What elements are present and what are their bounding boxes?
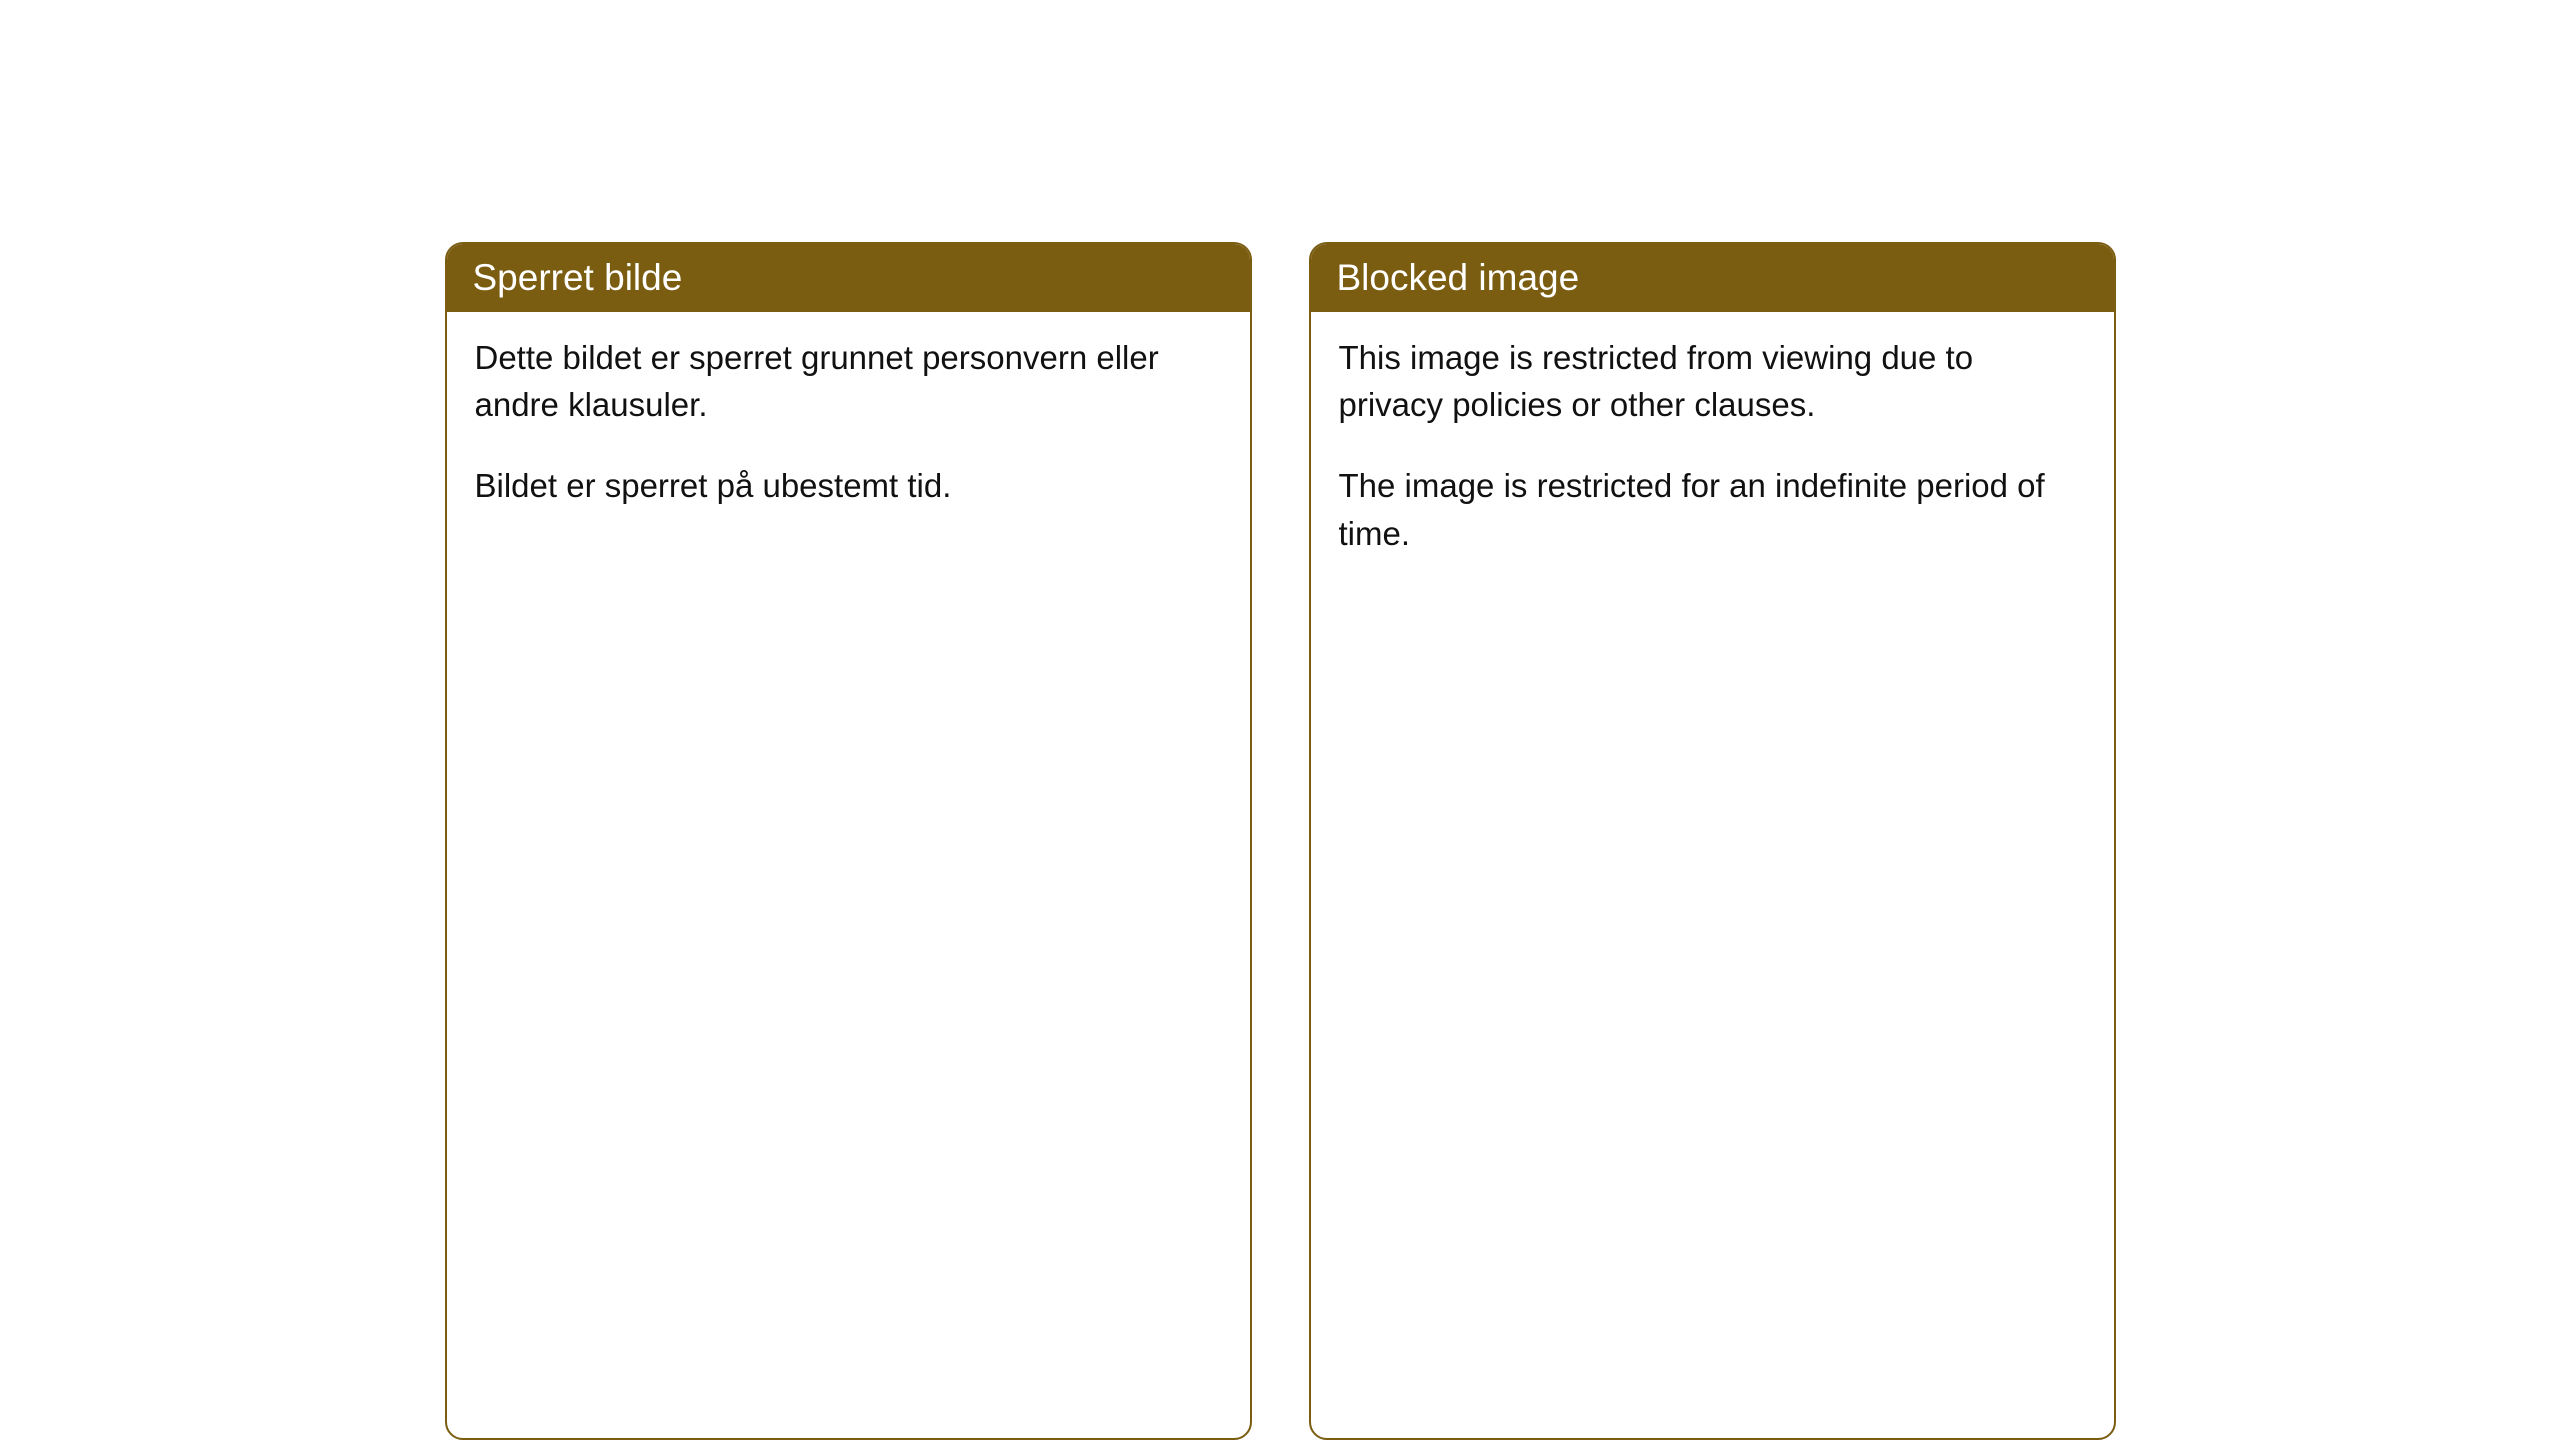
notice-card-english: Blocked image This image is restricted f… [1309,242,2116,1440]
notice-header-english: Blocked image [1311,244,2114,312]
notice-title: Sperret bilde [473,257,683,298]
notice-paragraph: Bildet er sperret på ubestemt tid. [475,462,1222,509]
notice-card-norwegian: Sperret bilde Dette bildet er sperret gr… [445,242,1252,1440]
notice-paragraph: The image is restricted for an indefinit… [1339,462,2086,556]
notice-title: Blocked image [1337,257,1580,298]
notice-body-norwegian: Dette bildet er sperret grunnet personve… [447,312,1250,550]
notice-cards-container: Sperret bilde Dette bildet er sperret gr… [445,242,2116,1440]
notice-header-norwegian: Sperret bilde [447,244,1250,312]
notice-paragraph: Dette bildet er sperret grunnet personve… [475,334,1222,428]
notice-paragraph: This image is restricted from viewing du… [1339,334,2086,428]
notice-body-english: This image is restricted from viewing du… [1311,312,2114,597]
